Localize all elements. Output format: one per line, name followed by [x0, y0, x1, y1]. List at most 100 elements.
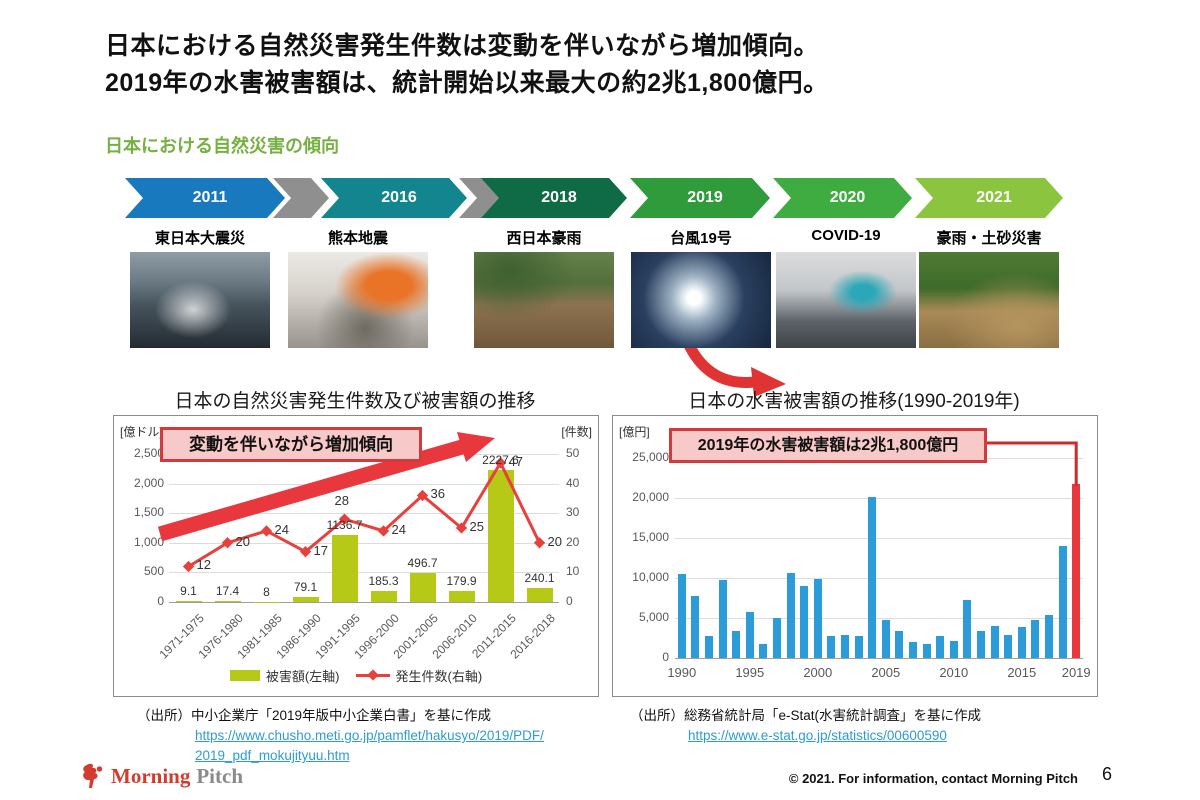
y-axis-tick: 10,000	[632, 570, 669, 584]
typhoon-satellite-photo	[631, 252, 771, 348]
right-axis-tick: 30	[566, 505, 580, 520]
flood-bar	[1017, 626, 1026, 658]
bar-value-label: 496.7	[407, 555, 438, 570]
combo-left-axis-unit: [億ドル]	[120, 425, 163, 439]
flood-bar	[922, 644, 931, 658]
damage-bar	[214, 600, 241, 602]
source-left-link[interactable]: https://www.chusho.meti.go.jp/pamflet/ha…	[195, 728, 544, 763]
flood-bar	[977, 630, 985, 658]
gridline	[675, 538, 1083, 539]
damage-bar	[292, 597, 319, 602]
flood-bar	[773, 618, 781, 658]
x-axis-tick: 2000	[803, 665, 833, 680]
line-value-label: 47	[508, 453, 523, 469]
logo-text-pitch: Pitch	[196, 763, 243, 788]
bar-series-swatch-icon	[229, 670, 260, 681]
left-axis-tick: 2,500	[133, 446, 164, 460]
damage-bar	[526, 587, 553, 602]
right-axis-tick: 0	[566, 594, 573, 608]
line-value-label: 24	[274, 521, 289, 537]
timeline-event-label-6: 豪雨・土砂災害	[936, 230, 1042, 247]
gridline	[169, 572, 559, 574]
flood-bar	[677, 574, 686, 658]
right-axis-tick: 20	[566, 534, 580, 549]
flood-bar	[1045, 614, 1053, 658]
line-value-label: 20	[235, 533, 250, 549]
flood-bar	[949, 641, 958, 658]
line-value-label: 36	[430, 486, 445, 502]
damage-bar	[409, 572, 436, 602]
left-axis-tick: 0	[157, 594, 164, 608]
flood-bar	[1004, 634, 1013, 658]
flood-chart: [億円] 2019年の水害被害額は2兆1,800億円 0 5,000 10,000 1…	[612, 415, 1098, 697]
gridline	[675, 618, 1083, 619]
timeline-chevron-2011: 2011	[125, 178, 285, 218]
flood-bar	[732, 630, 741, 658]
timeline-chevron-2018: 2018	[481, 178, 627, 218]
flood-bar	[881, 620, 890, 658]
gridline	[675, 578, 1083, 579]
right-axis-tick: 50	[566, 446, 580, 460]
line-value-label: 24	[391, 521, 406, 537]
flood-bar	[827, 635, 836, 658]
rooster-logo-icon	[83, 763, 103, 788]
damage-bar	[448, 591, 475, 602]
x-axis-tick: 2019	[1061, 665, 1091, 680]
flood-bar-2019-highlight	[1072, 483, 1081, 658]
flood-bar	[936, 635, 945, 658]
y-axis-tick: 25,000	[632, 450, 669, 464]
timeline-chevron-2021: 2021	[915, 178, 1063, 218]
bar-value-label: 185.3	[368, 574, 399, 589]
disinfection-photo	[776, 252, 916, 348]
timeline-event-label-4: 台風19号	[670, 230, 732, 247]
flood-bar	[759, 644, 768, 658]
line-value-label: 25	[469, 519, 484, 534]
flooded-park-photo	[474, 252, 614, 348]
timeline-chevron-2020: 2020	[773, 178, 912, 218]
flood-bar	[909, 642, 917, 658]
landslide-mud-photo	[919, 252, 1059, 348]
flood-bar	[745, 611, 754, 658]
x-axis-tick: 2005	[871, 665, 901, 680]
flood-bar	[868, 497, 877, 658]
source-right-link[interactable]: https://www.e-stat.go.jp/statistics/0060…	[688, 728, 947, 743]
bar-value-label: 179.9	[446, 574, 477, 589]
combo-legend: 被害額(左軸) 発生件数(右軸)	[114, 666, 598, 685]
line-value-label: 17	[313, 542, 328, 558]
flood-bar	[800, 586, 809, 658]
bar-value-label: 79.1	[293, 580, 318, 595]
line-value-label: 20	[547, 533, 562, 549]
legend-bar-label: 被害額(左軸)	[265, 669, 340, 684]
gridline	[675, 658, 1083, 659]
damage-bar	[370, 591, 397, 602]
red-curved-arrow-icon	[683, 341, 786, 397]
timeline-event-label-3: 西日本豪雨	[506, 230, 582, 247]
section-header: 日本における自然災害の傾向	[105, 136, 339, 156]
flood-bar	[705, 636, 713, 658]
right-axis-tick: 10	[566, 564, 580, 579]
flood-annotation: 2019年の水害被害額は2兆1,800億円	[669, 428, 987, 463]
morning-pitch-logo: Morning Pitch	[80, 762, 243, 790]
gridline	[169, 602, 559, 603]
x-axis-tick: 2010	[939, 665, 969, 680]
flood-bar	[786, 573, 795, 658]
x-axis-tick: 1990	[667, 665, 697, 680]
bar-value-label: 8	[263, 584, 270, 599]
flood-bar	[841, 634, 849, 658]
timeline-chevron-2019: 2019	[630, 178, 770, 218]
source-left: （出所）中小企業庁「2019年版中小企業白書」を基に作成 https://www…	[137, 706, 547, 766]
combo-chart: [億ドル] [件数] 変動を伴いながら増加傾向 被害額(左軸) 発生件数(右軸)…	[113, 415, 599, 697]
bar-value-label: 17.4	[215, 583, 240, 598]
flood-bar	[895, 630, 904, 658]
flood-axis-unit: [億円]	[619, 425, 650, 439]
flood-bar	[691, 596, 700, 658]
copyright-text: © 2021. For information, contact Morning…	[788, 771, 1078, 786]
x-axis-tick: 2015	[1007, 665, 1037, 680]
left-axis-tick: 1,000	[133, 534, 164, 549]
damage-bar	[175, 601, 202, 602]
legend-line-label: 発生件数(右軸)	[395, 669, 483, 684]
flood-bar	[963, 600, 972, 658]
line-series-swatch-icon	[355, 669, 390, 681]
legend-item-bar: 被害額(左軸)	[229, 666, 340, 685]
